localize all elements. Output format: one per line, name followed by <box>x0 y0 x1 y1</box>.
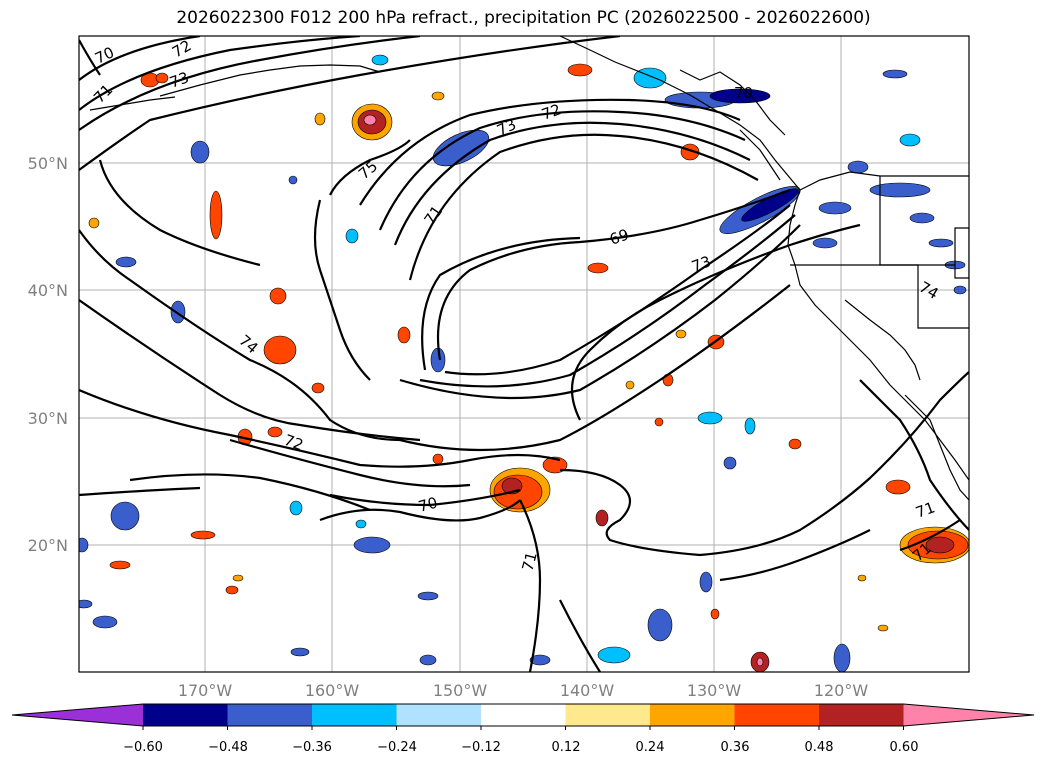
lon-label: 160°W <box>305 681 360 700</box>
map-area <box>79 36 969 672</box>
longitude-labels: 170°W 160°W 150°W 140°W 130°W 120°W <box>178 681 869 700</box>
contour-label: 69 <box>607 225 631 248</box>
colorbar-segment <box>396 704 482 726</box>
lat-label: 50°N <box>28 154 68 173</box>
colorbar-segment <box>650 704 735 726</box>
contour-label: 72 <box>539 100 563 123</box>
lon-label: 120°W <box>814 681 869 700</box>
colorbar-tick: 0.60 <box>890 740 919 755</box>
colorbar-segment <box>819 704 904 726</box>
contour-label: 70 <box>416 494 439 516</box>
contour-label: 70 <box>734 84 753 102</box>
lat-label: 20°N <box>28 536 68 555</box>
precip-positive-areas <box>88 63 969 672</box>
colorbar-tick: −0.12 <box>461 740 501 755</box>
lon-label: 170°W <box>178 681 233 700</box>
map-title: 2026022300 F012 200 hPa refract., precip… <box>176 8 871 28</box>
colorbar-tick: 0.48 <box>805 740 834 755</box>
contour-label: 71 <box>913 498 937 521</box>
colorbar-extend-high <box>903 704 1034 726</box>
contour-label: 73 <box>167 68 191 91</box>
colorbar-tick: −0.60 <box>123 740 163 755</box>
lon-label: 130°W <box>687 681 742 700</box>
colorbar-extend-low <box>12 704 143 726</box>
colorbar-tick: −0.24 <box>377 740 417 755</box>
colorbar-tick: −0.36 <box>292 740 332 755</box>
lon-label: 150°W <box>433 681 488 700</box>
contour-label: 73 <box>689 252 713 275</box>
colorbar-segment <box>481 704 566 726</box>
colorbar-segment <box>143 704 228 726</box>
colorbar-segment <box>734 704 820 726</box>
contour-label: 72 <box>282 431 306 454</box>
colorbar-segment <box>565 704 651 726</box>
colorbar-tick: 0.12 <box>552 740 581 755</box>
coastlines <box>89 36 969 501</box>
colorbar-segment <box>312 704 397 726</box>
colorbar-tick: −0.48 <box>208 740 248 755</box>
map-frame <box>78 35 970 673</box>
lon-label: 140°W <box>560 681 615 700</box>
colorbar-tick: 0.24 <box>636 740 665 755</box>
colorbar-segment <box>227 704 313 726</box>
colorbar <box>11 703 1035 730</box>
latitude-labels: 50°N 40°N 30°N 20°N <box>28 154 68 555</box>
lat-label: 30°N <box>28 409 68 428</box>
lat-label: 40°N <box>28 281 68 300</box>
colorbar-tick-labels: −0.60 −0.48 −0.36 −0.24 −0.12 0.12 0.24 … <box>123 740 918 755</box>
contour-label: 71 <box>518 550 540 573</box>
colorbar-tick: 0.36 <box>721 740 750 755</box>
refractivity-contours <box>79 36 969 672</box>
